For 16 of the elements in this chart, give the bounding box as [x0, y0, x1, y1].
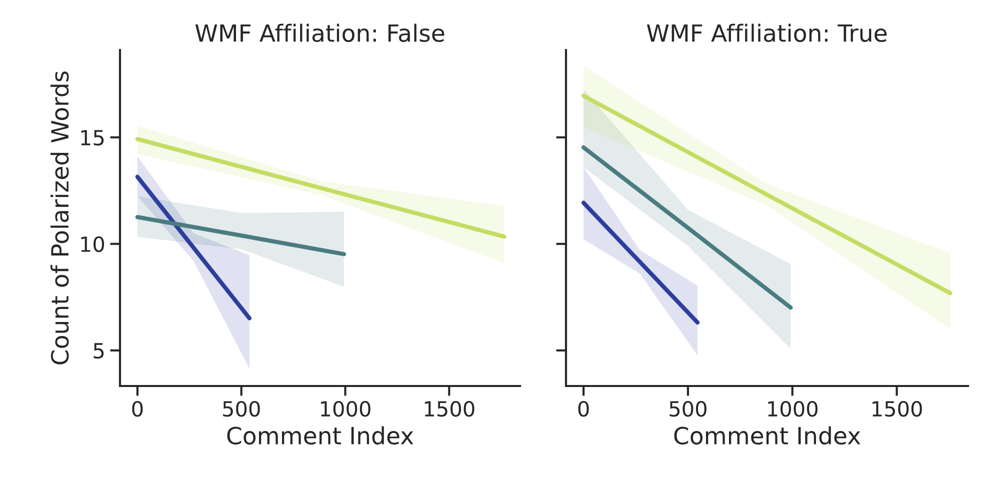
chart-title: WMF Affiliation: True: [646, 24, 887, 42]
y-tick-label: 15: [81, 130, 104, 146]
x-tick-label: 500: [223, 400, 260, 417]
y-tick-label: 5: [94, 343, 104, 359]
x-axis-title: Comment Index: [227, 426, 414, 445]
y-tick-label: 10: [81, 236, 104, 252]
x-tick-label: 500: [670, 400, 706, 417]
x-tick-label: 1500: [424, 400, 474, 417]
x-tick-label: 0: [578, 400, 589, 417]
x-axis-title: Comment Index: [674, 426, 860, 445]
x-tick-label: 1000: [768, 400, 818, 417]
x-tick-label: 1500: [872, 400, 922, 417]
y-axis-title: Count of Polarized Words: [50, 71, 69, 364]
x-tick-label: 0: [132, 400, 143, 417]
x-tick-label: 1000: [321, 400, 370, 417]
chart-title: WMF Affiliation: False: [195, 24, 444, 42]
